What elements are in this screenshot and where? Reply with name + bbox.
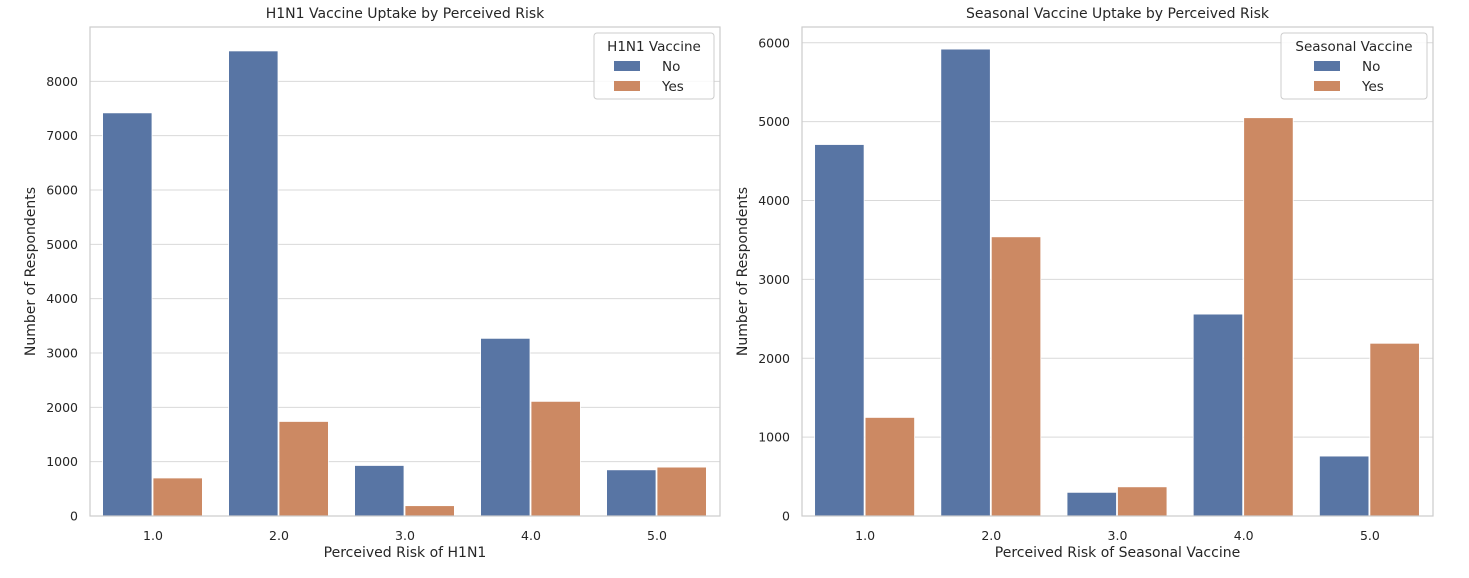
legend: H1N1 Vaccine No Yes [593,32,715,100]
chart-title: Seasonal Vaccine Uptake by Perceived Ris… [966,6,1270,22]
x-axis-label: Perceived Risk of H1N1 [324,545,487,561]
y-tick-label: 7000 [46,128,78,143]
legend-swatch-no [1314,61,1340,71]
x-axis-label: Perceived Risk of Seasonal Vaccine [995,545,1240,561]
bar-yes-4.0 [1243,117,1294,517]
x-tick-label: 5.0 [1360,528,1380,543]
y-tick-label: 0 [782,509,790,524]
legend-swatch-yes [1314,81,1340,91]
legend-swatch-no [614,61,640,71]
bar-yes-3.0 [1117,486,1168,517]
bar-no-5.0 [606,469,657,517]
chart-title: H1N1 Vaccine Uptake by Perceived Risk [266,6,545,22]
legend: Seasonal Vaccine No Yes [1280,32,1428,100]
bar-no-5.0 [1319,455,1370,517]
x-tick-label: 2.0 [269,528,289,543]
x-tick-label: 1.0 [855,528,875,543]
legend-title: Seasonal Vaccine [1295,39,1412,55]
x-tick-label: 4.0 [521,528,541,543]
bar-no-2.0 [228,50,279,517]
y-tick-label: 4000 [46,291,78,306]
y-tick-label: 0 [70,509,78,524]
y-tick-label: 6000 [758,35,790,50]
plot-frame [89,26,721,517]
y-axis-label: Number of Respondents [735,187,751,356]
x-tick-label: 1.0 [143,528,163,543]
x-tick-label: 5.0 [647,528,667,543]
legend-title: H1N1 Vaccine [607,39,701,55]
bar-no-2.0 [940,48,991,517]
y-tick-label: 3000 [758,272,790,287]
y-tick-label: 5000 [46,237,78,252]
y-tick-label: 3000 [46,346,78,361]
bar-no-3.0 [354,465,405,517]
y-axis-label: Number of Respondents [23,187,39,356]
bar-yes-2.0 [990,236,1042,517]
bar-yes-5.0 [1369,342,1420,517]
bar-yes-1.0 [864,417,915,517]
y-tick-label: 2000 [46,400,78,415]
bar-yes-2.0 [278,421,329,517]
bar-no-1.0 [814,144,865,517]
h1n1-chart: 0 1000 2000 3000 4000 5000 6000 7000 8000 1.0 2.0 3… [23,6,721,561]
bar-yes-5.0 [656,466,707,517]
legend-label-yes: Yes [661,79,684,95]
bar-no-4.0 [480,337,531,517]
y-tick-label: 4000 [758,193,790,208]
legend-label-no: No [662,59,680,75]
x-tick-label: 3.0 [395,528,415,543]
x-tick-label: 4.0 [1234,528,1254,543]
legend-label-yes: Yes [1361,79,1384,95]
bar-no-4.0 [1192,313,1244,517]
bar-no-1.0 [102,112,153,517]
legend-swatch-yes [614,81,640,91]
y-tick-label: 2000 [758,351,790,366]
seasonal-chart: 0 1000 2000 3000 4000 5000 6000 1.0 2.0 3.0 4.0 5.0… [735,6,1434,561]
y-tick-label: 8000 [46,74,78,89]
y-tick-label: 6000 [46,183,78,198]
x-tick-label: 3.0 [1108,528,1128,543]
bar-no-3.0 [1066,491,1117,517]
y-tick-label: 1000 [758,430,790,445]
y-tick-label: 5000 [758,114,790,129]
y-tick-label: 1000 [46,454,78,469]
plot-frame [801,26,1434,517]
bar-yes-1.0 [152,477,203,517]
bar-yes-4.0 [530,400,581,517]
legend-label-no: No [1362,59,1380,75]
x-tick-label: 2.0 [981,528,1001,543]
bar-yes-3.0 [404,505,455,517]
